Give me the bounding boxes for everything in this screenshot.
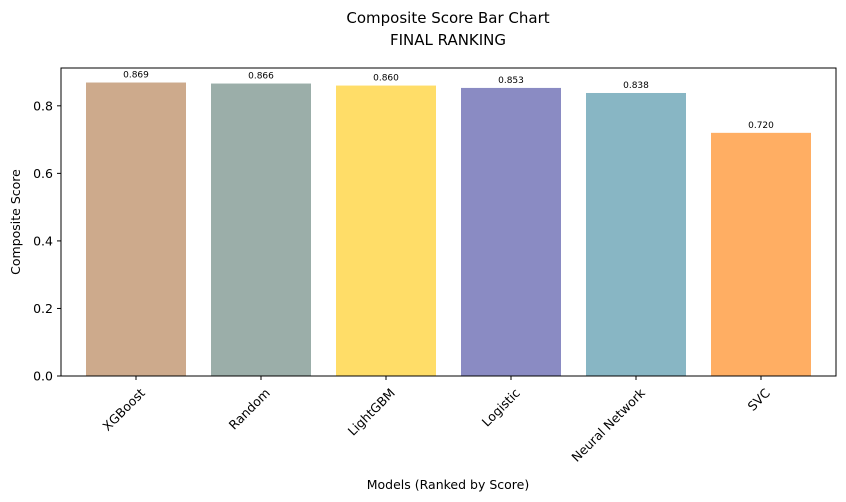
x-axis-label: Models (Ranked by Score) — [367, 477, 529, 492]
chart-subtitle: FINAL RANKING — [390, 31, 506, 49]
y-tick-label: 0.0 — [33, 369, 53, 384]
y-tick-label: 0.2 — [33, 301, 53, 316]
x-tick-label: SVC — [744, 385, 773, 414]
data-label: 0.866 — [248, 72, 274, 82]
bar — [336, 85, 436, 376]
x-tick-label: Logistic — [479, 385, 523, 429]
x-tick-label: LightGBM — [345, 385, 398, 438]
x-axis: XGBoost Random LightGBM Logistic Neural Netw… — [99, 376, 773, 465]
y-axis-label: Composite Score — [8, 169, 23, 275]
x-tick-label: XGBoost — [99, 385, 148, 434]
data-label: 0.853 — [498, 76, 524, 86]
y-tick-label: 0.6 — [33, 166, 53, 181]
data-labels-group: 0.869 0.866 0.860 0.853 0.838 0.720 — [123, 71, 774, 131]
data-label: 0.869 — [123, 71, 149, 81]
x-tick-label: Random — [226, 385, 273, 432]
chart-title: Composite Score Bar Chart — [346, 9, 549, 27]
bars-group — [86, 82, 811, 377]
bar — [711, 132, 811, 376]
y-tick-label: 0.4 — [33, 233, 53, 248]
bar — [586, 92, 686, 377]
bar — [86, 82, 186, 377]
data-label: 0.720 — [748, 121, 774, 131]
plot-frame — [60, 67, 837, 377]
y-tick-label: 0.8 — [33, 98, 53, 113]
bar — [211, 83, 311, 376]
y-axis: 0.0 0.2 0.4 0.6 0.8 — [33, 98, 61, 384]
x-tick-label: Neural Network — [568, 385, 648, 465]
bar — [461, 87, 561, 377]
data-label: 0.838 — [623, 81, 649, 91]
data-label: 0.860 — [373, 74, 399, 84]
